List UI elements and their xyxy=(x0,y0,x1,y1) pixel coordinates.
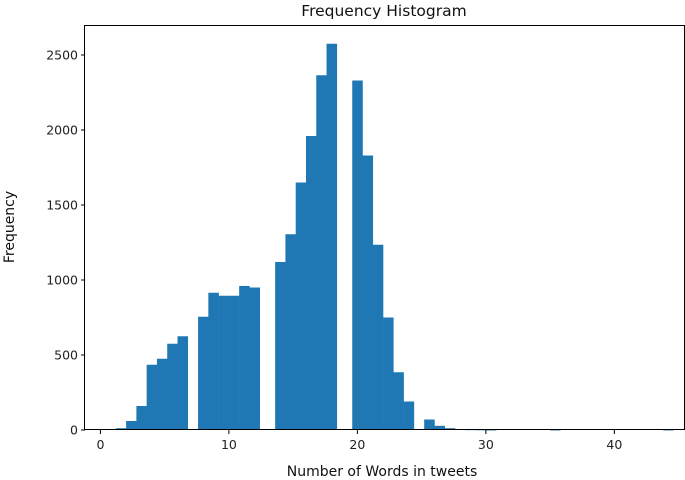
histogram-bar-2 xyxy=(136,406,147,430)
histogram-bar-27 xyxy=(403,401,415,430)
histogram-bar-8 xyxy=(198,316,209,430)
x-tick-label-1: 10 xyxy=(221,437,237,452)
histogram-bars xyxy=(115,43,674,431)
histogram-bar-26 xyxy=(393,372,404,430)
histogram-bar-25 xyxy=(383,317,394,430)
histogram-bar-1 xyxy=(126,421,137,430)
y-tick-label-0: 0 xyxy=(70,423,78,438)
histogram-bar-20 xyxy=(326,43,338,430)
y-tick-label-1: 500 xyxy=(54,348,78,363)
histogram-bar-4 xyxy=(156,358,168,430)
histogram-bar-37 xyxy=(550,429,561,431)
histogram-bar-17 xyxy=(295,182,307,430)
histogram-bar-6 xyxy=(177,336,189,430)
histogram-bar-16 xyxy=(285,234,296,430)
histogram-bar-19 xyxy=(316,75,327,430)
histogram-bar-5 xyxy=(167,343,178,430)
y-axis-label: Frequency xyxy=(2,191,18,263)
histogram-bar-29 xyxy=(424,419,435,430)
histogram-bar-38 xyxy=(663,429,674,431)
chart-title: Frequency Histogram xyxy=(301,2,466,20)
histogram-bar-35 xyxy=(485,429,497,431)
x-tick-label-2: 20 xyxy=(349,437,365,452)
histogram-bar-22 xyxy=(352,80,363,430)
x-axis-label: Number of Words in tweets xyxy=(287,464,478,480)
histogram-bar-3 xyxy=(146,364,158,430)
y-tick-label-4: 2000 xyxy=(46,123,78,138)
histogram-bar-10 xyxy=(218,295,230,430)
y-tick-label-2: 1000 xyxy=(46,273,78,288)
y-axis-ticks: 0 500 1000 1500 2000 2500 xyxy=(46,48,85,438)
x-axis-ticks: 0 10 20 30 40 xyxy=(96,430,622,452)
histogram-bar-12 xyxy=(239,286,250,430)
y-tick-label-3: 1500 xyxy=(46,198,78,213)
x-tick-label-4: 40 xyxy=(606,437,622,452)
histogram-bar-24 xyxy=(372,244,384,430)
x-tick-label-3: 30 xyxy=(478,437,494,452)
histogram-bar-30 xyxy=(434,425,445,430)
histogram-bar-9 xyxy=(208,292,219,430)
y-tick-label-5: 2500 xyxy=(46,48,78,63)
histogram-bar-18 xyxy=(305,136,317,430)
histogram-bar-23 xyxy=(362,155,374,430)
histogram-bar-15 xyxy=(275,262,286,430)
histogram-bar-11 xyxy=(228,295,240,430)
histogram-bar-13 xyxy=(249,287,260,430)
x-tick-label-0: 0 xyxy=(96,437,104,452)
